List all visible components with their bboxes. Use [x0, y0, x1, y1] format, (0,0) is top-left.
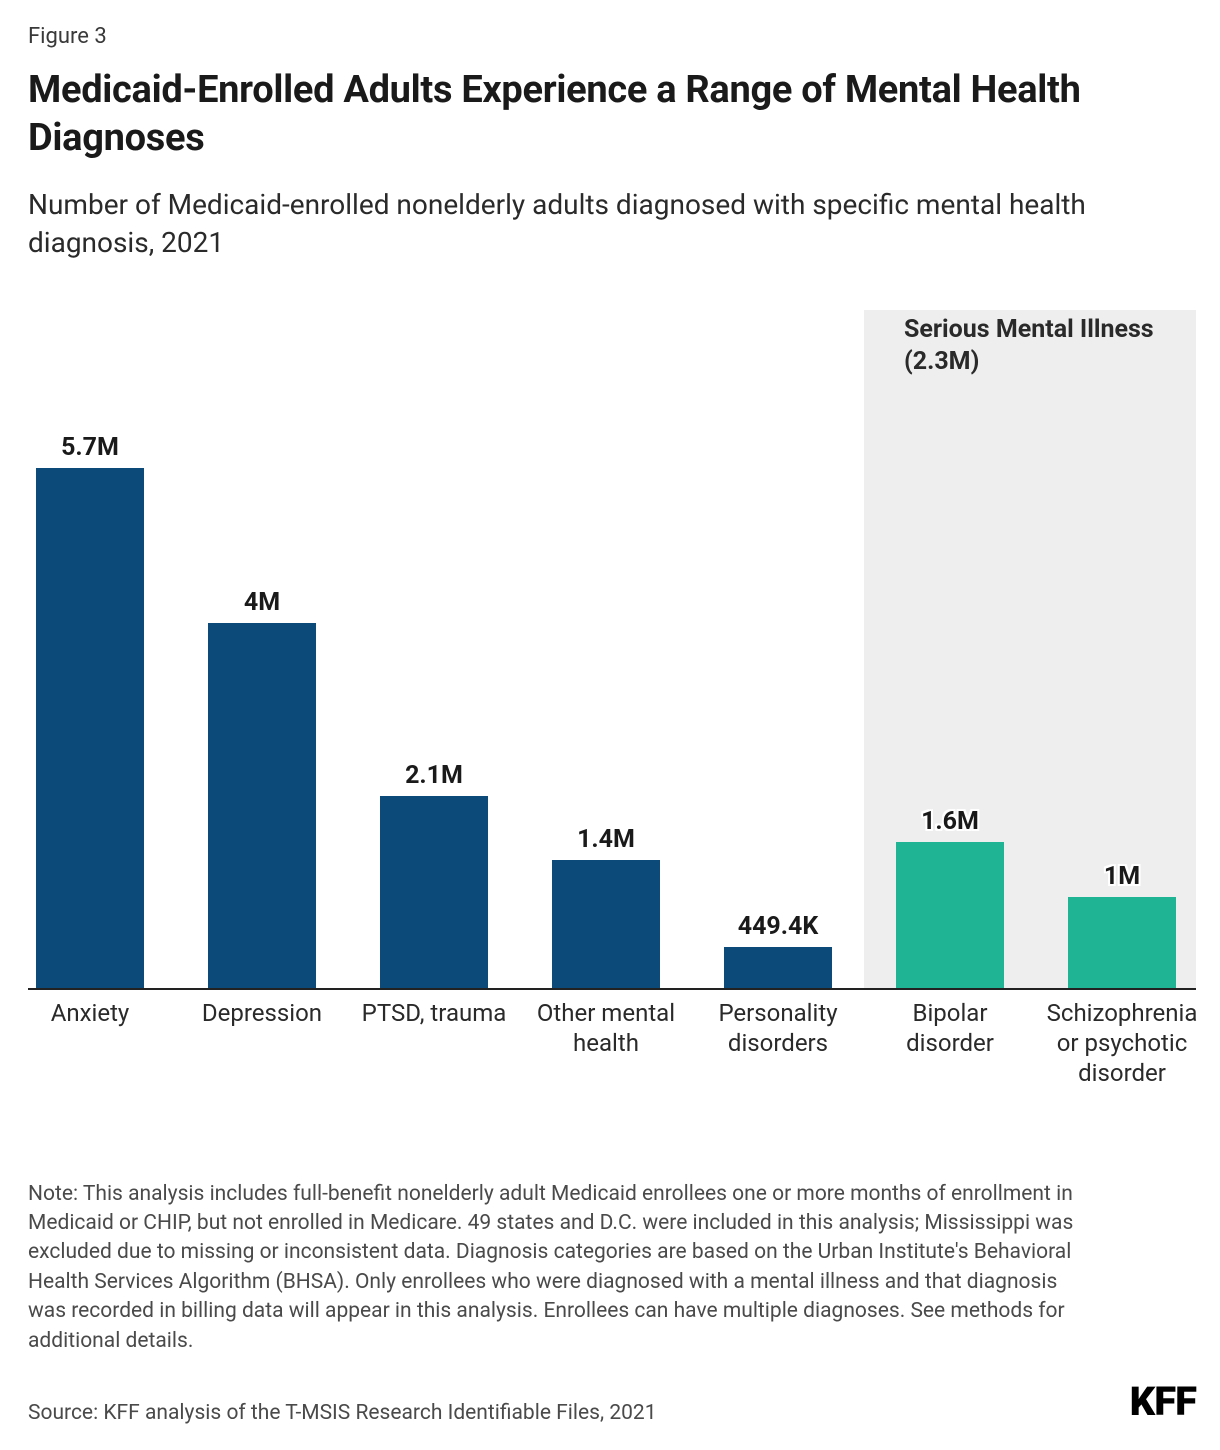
bar-value-label: 1.4M — [577, 825, 635, 854]
bar-column: 1M — [1068, 862, 1176, 988]
bar-column: 2.1M — [380, 761, 488, 988]
bar-value-label: 5.7M — [61, 433, 119, 462]
x-axis-category-label: Schizophrenia or psychotic disorder — [1038, 998, 1206, 1088]
bar-rect — [1068, 897, 1176, 988]
x-axis-category-label: Anxiety — [6, 998, 174, 1028]
kff-logo: KFF — [1130, 1378, 1196, 1425]
x-axis-category-label: Bipolar disorder — [866, 998, 1034, 1058]
bar-rect — [724, 947, 832, 988]
bar-column: 449.4K — [724, 912, 832, 988]
bar-rect — [380, 796, 488, 988]
x-axis-labels: AnxietyDepressionPTSD, traumaOther menta… — [28, 990, 1196, 1130]
x-axis-category-label: Depression — [178, 998, 346, 1028]
chart-title: Medicaid-Enrolled Adults Experience a Ra… — [28, 67, 1196, 162]
bar-column: 4M — [208, 588, 316, 988]
footer-row: Source: KFF analysis of the T-MSIS Resea… — [28, 1378, 1196, 1425]
bar-value-label: 2.1M — [405, 761, 463, 790]
smi-band-label: Serious Mental Illness (2.3M) — [904, 314, 1196, 379]
bar-rect — [552, 860, 660, 988]
bar-value-label: 1M — [1104, 862, 1140, 891]
x-axis-category-label: PTSD, trauma — [350, 998, 518, 1028]
bar-column: 1.4M — [552, 825, 660, 988]
chart-area: Serious Mental Illness (2.3M) 5.7M 4M 2.1M… — [28, 310, 1196, 990]
bar-rect — [896, 842, 1004, 988]
bar-column: 5.7M — [36, 433, 144, 988]
bar-value-label: 449.4K — [738, 912, 819, 941]
chart-subtitle: Number of Medicaid-enrolled nonelderly a… — [28, 186, 1196, 262]
x-axis-category-label: Personality disorders — [694, 998, 862, 1058]
bar-rect — [208, 623, 316, 988]
chart-note: Note: This analysis includes full-benefi… — [28, 1180, 1088, 1356]
bar-rect — [36, 468, 144, 988]
bars-plot: 5.7M 4M 2.1M 1.4M 449.4K 1.6M 1M — [28, 430, 1196, 990]
figure-label: Figure 3 — [28, 24, 1196, 49]
bar-value-label: 1.6M — [921, 807, 979, 836]
chart-source: Source: KFF analysis of the T-MSIS Resea… — [28, 1401, 657, 1425]
x-axis-category-label: Other mental health — [522, 998, 690, 1058]
bar-value-label: 4M — [244, 588, 280, 617]
bar-column: 1.6M — [896, 807, 1004, 988]
